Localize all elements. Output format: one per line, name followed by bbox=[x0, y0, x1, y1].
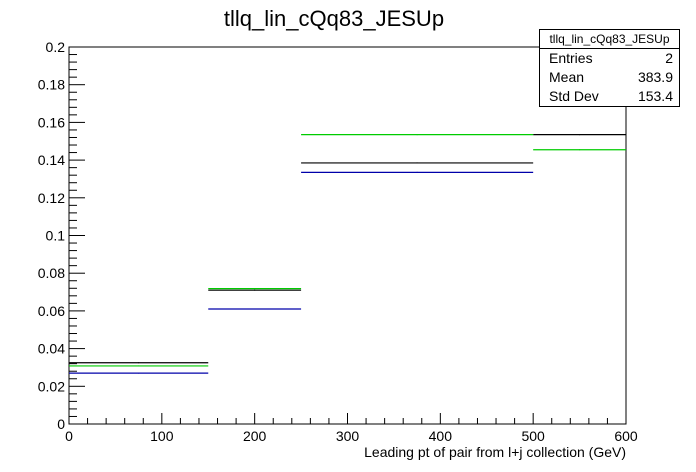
y-tick-label: 0.16 bbox=[38, 114, 65, 130]
axis-tick-labels: 0 100 200 300 400 500 600 0 0.02 0.04 0.06 0.08 0.1 0… bbox=[38, 39, 638, 444]
stats-row-entries: Entries 2 bbox=[540, 49, 679, 68]
x-tick-label: 400 bbox=[429, 428, 453, 444]
stats-value: 383.9 bbox=[637, 69, 673, 85]
stats-box: tllq_lin_cQq83_JESUp Entries 2 Mean 383.… bbox=[539, 29, 680, 107]
y-tick-label: 0.06 bbox=[38, 303, 65, 319]
histogram-series bbox=[69, 134, 626, 374]
stats-box-title: tllq_lin_cQq83_JESUp bbox=[540, 30, 679, 49]
y-tick-label: 0.18 bbox=[38, 77, 65, 93]
series-0 bbox=[69, 134, 626, 364]
x-tick-label: 0 bbox=[65, 428, 73, 444]
y-tick-label: 0.14 bbox=[38, 152, 65, 168]
stats-row-stddev: Std Dev 153.4 bbox=[540, 87, 679, 106]
x-tick-label: 500 bbox=[521, 428, 545, 444]
x-tick-label: 200 bbox=[243, 428, 267, 444]
y-tick-label: 0.02 bbox=[38, 378, 65, 394]
y-tick-label: 0 bbox=[57, 416, 65, 432]
y-tick-label: 0.04 bbox=[38, 341, 65, 357]
y-tick-label: 0.1 bbox=[46, 228, 66, 244]
stats-value: 2 bbox=[665, 50, 673, 66]
series-2 bbox=[69, 171, 534, 374]
x-tick-label: 300 bbox=[336, 428, 360, 444]
y-tick-label: 0.08 bbox=[38, 265, 65, 281]
x-tick-label: 600 bbox=[614, 428, 638, 444]
series-1 bbox=[69, 134, 626, 367]
axis-ticks bbox=[68, 46, 627, 425]
stats-label: Std Dev bbox=[549, 88, 599, 104]
stats-label: Mean bbox=[549, 69, 585, 85]
stats-label: Entries bbox=[549, 50, 593, 66]
y-tick-label: 0.2 bbox=[46, 39, 66, 55]
stats-value: 153.4 bbox=[637, 88, 673, 104]
stats-row-mean: Mean 383.9 bbox=[540, 68, 679, 87]
x-axis-label: Leading pt of pair from l+j collection (… bbox=[364, 444, 626, 460]
chart-title: tllq_lin_cQq83_JESUp bbox=[224, 6, 444, 31]
x-tick-label: 100 bbox=[150, 428, 174, 444]
y-tick-label: 0.12 bbox=[38, 190, 65, 206]
